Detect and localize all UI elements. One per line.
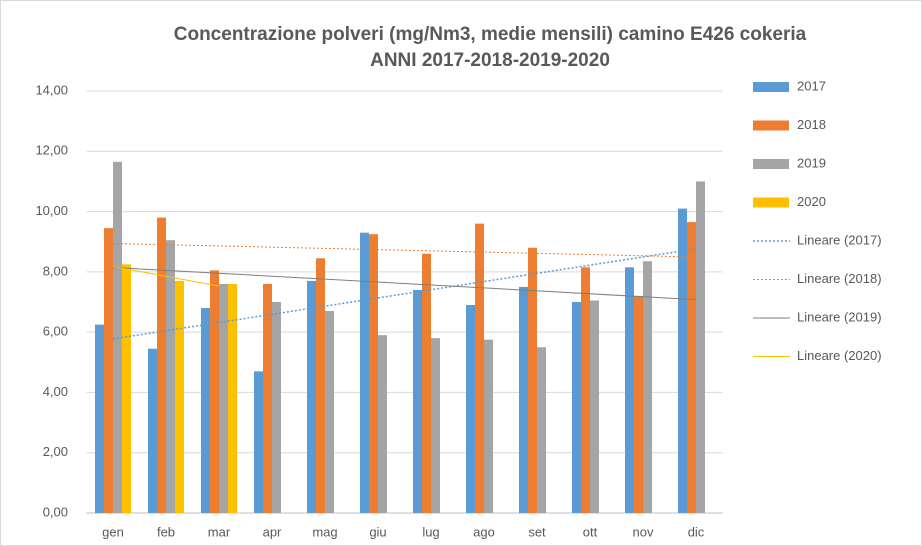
bar: [378, 335, 387, 513]
bar: [272, 302, 281, 513]
legend-label: Lineare (2018): [797, 271, 882, 286]
x-tick-label: nov: [633, 524, 654, 539]
bar: [590, 300, 599, 513]
bar: [625, 267, 634, 513]
legend-label: 2017: [797, 78, 826, 93]
y-tick-label: 4,00: [43, 384, 68, 399]
x-tick-label: ott: [583, 524, 598, 539]
bar: [484, 339, 493, 513]
bar: [95, 324, 104, 513]
bar: [210, 270, 219, 513]
x-tick-label: ago: [473, 524, 495, 539]
bar: [678, 208, 687, 514]
chart-title: Concentrazione polveri (mg/Nm3, medie me…: [174, 24, 807, 45]
bar: [519, 286, 528, 513]
bar: [537, 347, 546, 513]
bar: [113, 161, 122, 514]
legend-label: 2018: [797, 117, 826, 132]
bar: [572, 302, 581, 513]
y-tick-label: 6,00: [43, 324, 68, 339]
x-tick-label: gen: [102, 524, 124, 539]
bar: [360, 232, 369, 513]
x-tick-label: apr: [263, 524, 282, 539]
legend-swatch: [753, 159, 789, 169]
bar: [475, 223, 484, 513]
bar: [166, 240, 175, 513]
bar: [148, 348, 157, 513]
bar: [228, 283, 237, 513]
trendline: [112, 242, 697, 258]
x-tick-label: dic: [688, 524, 705, 539]
bar: [528, 247, 537, 513]
legend-label: Lineare (2017): [797, 232, 882, 247]
bar: [157, 217, 166, 513]
legend-swatch: [753, 120, 789, 131]
bar: [422, 253, 431, 513]
x-tick-label: set: [528, 524, 546, 539]
legend-label: Lineare (2020): [797, 348, 882, 363]
bar: [325, 311, 334, 513]
bar: [687, 222, 696, 513]
y-tick-label: 0,00: [43, 504, 68, 519]
y-tick-label: 10,00: [35, 203, 68, 218]
x-tick-label: lug: [422, 524, 439, 539]
bar: [263, 283, 272, 513]
bar: [104, 228, 113, 513]
legend-swatch: [753, 82, 789, 92]
legend-label: 2020: [797, 194, 826, 209]
bar: [316, 258, 325, 513]
y-tick-label: 12,00: [35, 143, 68, 158]
bar: [175, 280, 184, 513]
trendline: [112, 266, 697, 301]
x-tick-label: feb: [157, 524, 175, 539]
chart-subtitle: ANNI 2017-2018-2019-2020: [370, 50, 610, 71]
x-tick-label: giu: [369, 524, 386, 539]
legend-swatch: [753, 197, 789, 208]
y-tick-label: 8,00: [43, 263, 68, 278]
bar: [581, 267, 590, 513]
bar: [219, 283, 228, 513]
bar: [634, 295, 643, 513]
y-tick-label: 14,00: [35, 82, 68, 97]
bar: [696, 181, 705, 513]
bar: [413, 289, 422, 513]
bar: [643, 261, 652, 513]
bar: [201, 308, 210, 513]
y-tick-label: 2,00: [43, 444, 68, 459]
legend-label: Lineare (2019): [797, 309, 882, 324]
bar: [307, 280, 316, 513]
bar: [431, 338, 440, 513]
x-tick-label: mar: [208, 524, 231, 539]
trendline: [112, 266, 220, 287]
bar: [122, 264, 131, 513]
legend-label: 2019: [797, 155, 826, 170]
bar: [369, 234, 378, 513]
bar: [466, 305, 475, 513]
bar: [254, 371, 263, 513]
x-tick-label: mag: [312, 524, 337, 539]
